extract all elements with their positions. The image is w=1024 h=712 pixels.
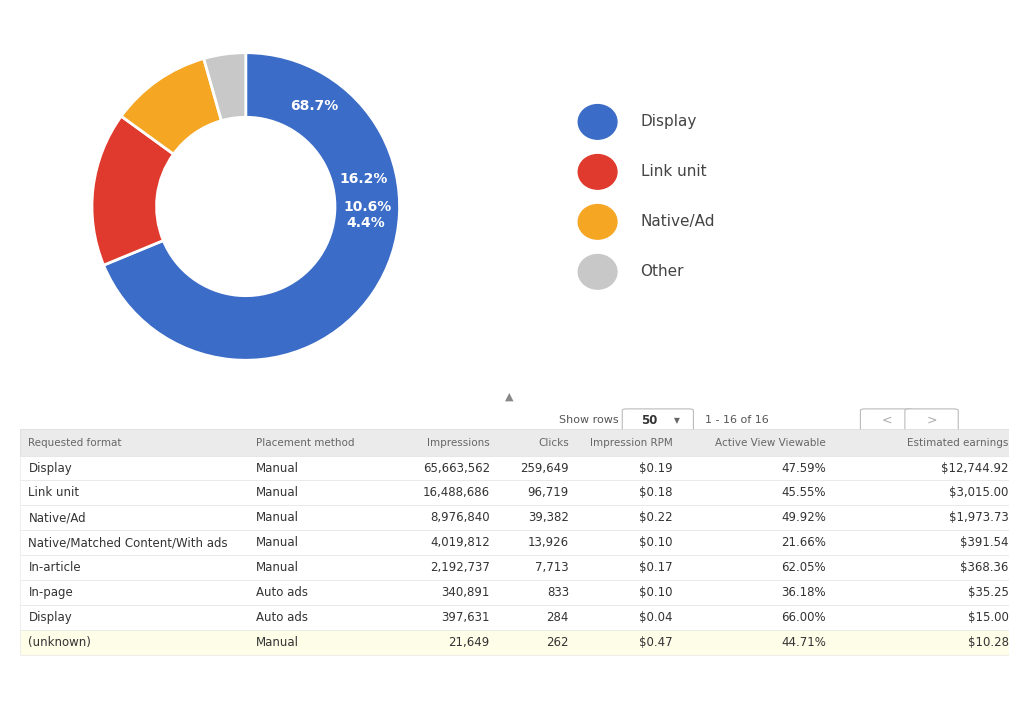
Wedge shape <box>103 53 399 360</box>
Text: 39,382: 39,382 <box>528 511 569 525</box>
FancyBboxPatch shape <box>905 409 958 436</box>
Text: In-article: In-article <box>29 562 81 575</box>
Text: Native/Ad: Native/Ad <box>641 214 715 229</box>
Text: $0.04: $0.04 <box>639 612 673 624</box>
FancyBboxPatch shape <box>20 555 1009 580</box>
FancyBboxPatch shape <box>20 530 1009 555</box>
Text: 16.2%: 16.2% <box>340 172 388 186</box>
Text: Link unit: Link unit <box>641 164 707 179</box>
Text: Display: Display <box>641 115 697 130</box>
Text: In-page: In-page <box>29 587 73 600</box>
Text: Show rows: Show rows <box>559 416 618 426</box>
Text: 4,019,812: 4,019,812 <box>430 536 489 550</box>
Text: 2,192,737: 2,192,737 <box>430 562 489 575</box>
Text: 340,891: 340,891 <box>441 587 489 600</box>
Text: >: > <box>927 414 937 427</box>
Text: Auto ads: Auto ads <box>256 612 307 624</box>
Text: Manual: Manual <box>256 461 299 474</box>
FancyBboxPatch shape <box>20 456 1009 481</box>
Text: 10.6%: 10.6% <box>343 200 391 214</box>
Text: 50: 50 <box>641 414 657 427</box>
Text: 36.18%: 36.18% <box>781 587 825 600</box>
FancyBboxPatch shape <box>623 409 693 436</box>
Text: 96,719: 96,719 <box>527 486 569 500</box>
Circle shape <box>579 204 616 239</box>
Text: Manual: Manual <box>256 511 299 525</box>
Text: Display: Display <box>29 461 72 474</box>
Text: 45.55%: 45.55% <box>781 486 825 500</box>
FancyBboxPatch shape <box>20 630 1009 656</box>
FancyBboxPatch shape <box>860 409 913 436</box>
Text: Manual: Manual <box>256 486 299 500</box>
Text: 68.7%: 68.7% <box>290 99 339 113</box>
Text: $3,015.00: $3,015.00 <box>949 486 1009 500</box>
Text: Manual: Manual <box>256 536 299 550</box>
Circle shape <box>579 155 616 189</box>
Text: 833: 833 <box>547 587 569 600</box>
Text: <: < <box>882 414 892 427</box>
Text: $0.22: $0.22 <box>639 511 673 525</box>
Text: 259,649: 259,649 <box>520 461 569 474</box>
Circle shape <box>579 254 616 289</box>
Text: Manual: Manual <box>256 562 299 575</box>
Text: $0.10: $0.10 <box>639 587 673 600</box>
Text: Native/Matched Content/With ads: Native/Matched Content/With ads <box>29 536 228 550</box>
Text: $1,973.73: $1,973.73 <box>949 511 1009 525</box>
Text: Estimated earnings: Estimated earnings <box>907 438 1009 448</box>
Text: 65,663,562: 65,663,562 <box>423 461 489 474</box>
FancyBboxPatch shape <box>20 506 1009 530</box>
Text: 49.92%: 49.92% <box>781 511 825 525</box>
Text: $10.28: $10.28 <box>968 637 1009 649</box>
Text: $35.25: $35.25 <box>968 587 1009 600</box>
Circle shape <box>579 105 616 140</box>
Text: Requested format: Requested format <box>29 438 122 448</box>
FancyBboxPatch shape <box>20 605 1009 630</box>
Text: 262: 262 <box>547 637 569 649</box>
Text: $0.19: $0.19 <box>639 461 673 474</box>
Text: $368.36: $368.36 <box>961 562 1009 575</box>
Text: 7,713: 7,713 <box>536 562 569 575</box>
Text: 21,649: 21,649 <box>449 637 489 649</box>
FancyBboxPatch shape <box>20 580 1009 605</box>
Text: Auto ads: Auto ads <box>256 587 307 600</box>
Text: Impression RPM: Impression RPM <box>590 438 673 448</box>
Text: 4.4%: 4.4% <box>347 216 385 230</box>
Text: ▲: ▲ <box>505 392 513 402</box>
Text: 13,926: 13,926 <box>527 536 569 550</box>
Text: 62.05%: 62.05% <box>781 562 825 575</box>
Text: $0.47: $0.47 <box>639 637 673 649</box>
Text: Clicks: Clicks <box>539 438 569 448</box>
Text: $391.54: $391.54 <box>961 536 1009 550</box>
Text: 284: 284 <box>547 612 569 624</box>
FancyBboxPatch shape <box>20 481 1009 506</box>
Text: 47.59%: 47.59% <box>781 461 825 474</box>
Text: 1 - 16 of 16: 1 - 16 of 16 <box>706 416 769 426</box>
Text: 44.71%: 44.71% <box>781 637 825 649</box>
Text: 16,488,686: 16,488,686 <box>423 486 489 500</box>
Text: Link unit: Link unit <box>29 486 80 500</box>
Text: 397,631: 397,631 <box>441 612 489 624</box>
Text: $0.18: $0.18 <box>639 486 673 500</box>
Text: $0.17: $0.17 <box>639 562 673 575</box>
Text: Other: Other <box>641 264 684 279</box>
Text: 8,976,840: 8,976,840 <box>430 511 489 525</box>
Text: $12,744.92: $12,744.92 <box>941 461 1009 474</box>
Wedge shape <box>92 116 173 265</box>
Text: ▼: ▼ <box>674 416 680 425</box>
Text: $0.10: $0.10 <box>639 536 673 550</box>
Text: 21.66%: 21.66% <box>781 536 825 550</box>
Text: Display: Display <box>29 612 72 624</box>
FancyBboxPatch shape <box>20 429 1009 456</box>
Wedge shape <box>204 53 246 120</box>
Text: Impressions: Impressions <box>427 438 489 448</box>
Wedge shape <box>121 58 221 154</box>
Text: $15.00: $15.00 <box>968 612 1009 624</box>
Text: Manual: Manual <box>256 637 299 649</box>
Text: Active View Viewable: Active View Viewable <box>715 438 825 448</box>
Text: 66.00%: 66.00% <box>781 612 825 624</box>
Text: Native/Ad: Native/Ad <box>29 511 86 525</box>
Text: Placement method: Placement method <box>256 438 354 448</box>
Text: (unknown): (unknown) <box>29 637 91 649</box>
